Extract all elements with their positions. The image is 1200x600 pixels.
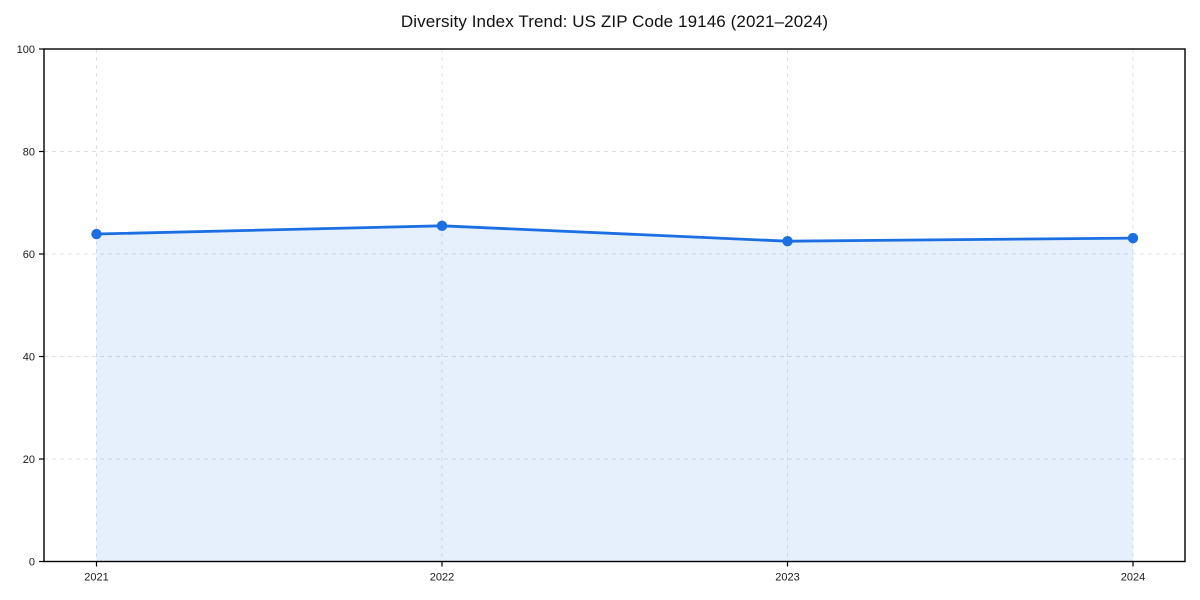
x-tick-label: 2022	[430, 572, 454, 584]
area-fill	[96, 225, 1133, 562]
y-tick-label: 80	[23, 147, 35, 159]
y-tick-label: 0	[29, 557, 35, 569]
y-tick-label: 20	[23, 454, 35, 466]
x-tick-label: 2021	[84, 572, 108, 584]
x-tick-label: 2023	[775, 572, 799, 584]
chart-title: Diversity Index Trend: US ZIP Code 19146…	[400, 12, 829, 31]
data-point-marker	[782, 235, 793, 247]
data-point-marker	[91, 228, 102, 240]
y-tick-label: 40	[23, 352, 35, 364]
trend-line	[95, 224, 1135, 243]
y-tick-label: 100	[17, 44, 35, 56]
data-point-marker	[1127, 232, 1139, 244]
x-tick-label: 2024	[1121, 572, 1145, 584]
y-tick-label: 60	[23, 249, 35, 261]
data-point-marker	[436, 220, 448, 232]
plot-border	[43, 48, 1186, 563]
